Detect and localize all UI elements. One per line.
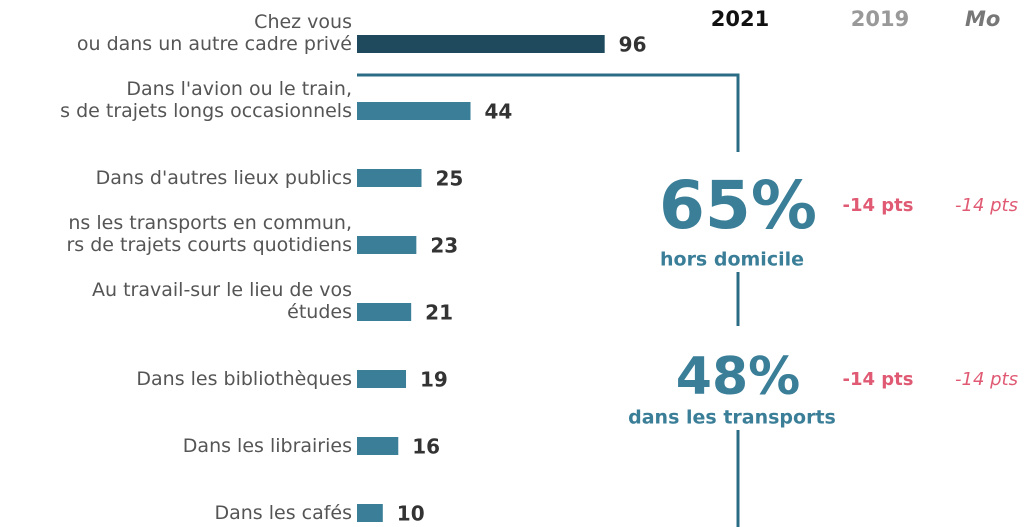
category-line: ns les transports en commun,	[68, 212, 352, 234]
category-line: Dans l'avion ou le train,	[126, 78, 352, 100]
category-line: Dans les bibliothèques	[136, 368, 352, 390]
column-header: Mo	[965, 7, 1000, 31]
category-line: Au travail-sur le lieu de vos	[92, 279, 352, 301]
bar	[357, 504, 383, 522]
headline: 48%	[676, 347, 800, 407]
bar	[357, 35, 605, 53]
value-label: 21	[425, 301, 453, 325]
bracket-line	[357, 73, 740, 527]
value-label: 10	[397, 502, 425, 526]
category-line: s de trajets longs occasionnels	[60, 100, 352, 122]
headline: 65%	[659, 167, 817, 244]
category-line: rs de trajets courts quotidiens	[66, 234, 352, 256]
category-label: Dans les cafés	[214, 502, 352, 524]
change-mo: -14 pts	[955, 195, 1018, 216]
headline-label: hors domicile	[660, 249, 804, 271]
bar	[357, 437, 399, 455]
bar	[357, 303, 412, 321]
category-label: Dans l'avion ou le train, s de trajets lo…	[60, 78, 352, 122]
bar	[357, 236, 417, 254]
category-label: Dans les bibliothèques	[136, 368, 352, 390]
bar	[357, 169, 422, 187]
change-mo: -14 pts	[955, 369, 1018, 390]
value-label: 25	[436, 167, 464, 191]
category-line: Chez vous	[254, 11, 352, 33]
headline-label: dans les transports	[628, 407, 836, 429]
value-label: 19	[420, 368, 448, 392]
category-line: Dans d'autres lieux publics	[96, 167, 352, 189]
value-label: 96	[619, 33, 647, 57]
category-label: Au travail-sur le lieu de vos études	[92, 279, 352, 323]
category-line: études	[287, 301, 352, 323]
category-line: Dans les librairies	[183, 435, 352, 457]
value-label: 16	[412, 435, 440, 459]
change-2019: -14 pts	[843, 369, 914, 390]
column-header: 2019	[851, 7, 909, 31]
category-label: ns les transports en commun, rs de trajet…	[66, 212, 352, 256]
category-line: Dans les cafés	[214, 502, 352, 524]
category-label: Dans d'autres lieux publics	[96, 167, 352, 189]
column-header: 2021	[711, 7, 769, 31]
change-2019: -14 pts	[843, 195, 914, 216]
value-label: 23	[430, 234, 458, 258]
category-line: ou dans un autre cadre privé	[77, 33, 352, 55]
bar	[357, 102, 471, 120]
category-label: Chez vous ou dans un autre cadre privé	[77, 11, 352, 55]
category-label: Dans les librairies	[183, 435, 352, 457]
value-label: 44	[485, 100, 513, 124]
bar	[357, 370, 407, 388]
